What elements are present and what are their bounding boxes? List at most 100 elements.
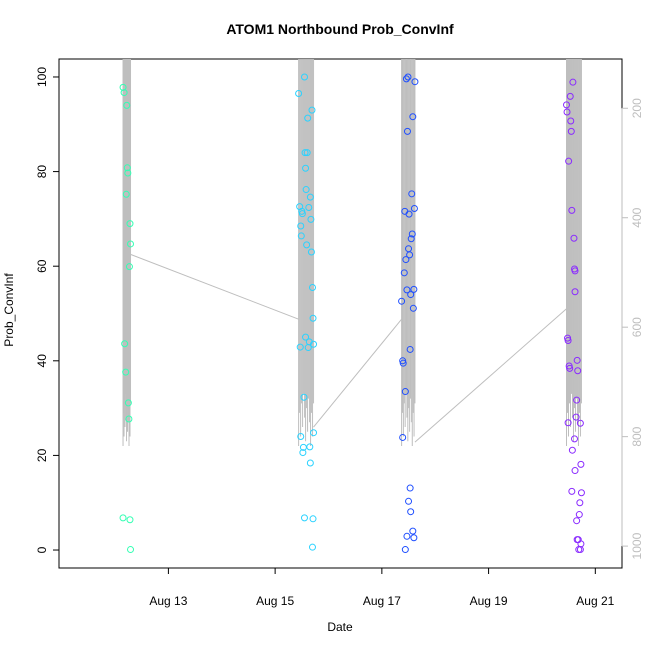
data-point [125,415,133,423]
data-point [119,83,127,91]
data-point [568,446,576,454]
data-point [298,210,306,218]
data-point [405,497,413,505]
grey-line-layer [122,59,582,446]
data-point [299,449,307,457]
data-point [410,204,418,212]
data-point [297,232,305,240]
y-tick-label: 0 [35,546,49,553]
data-point [120,89,128,97]
data-point [410,285,418,293]
data-point [300,393,308,401]
trace-link-line [414,308,567,443]
data-point [407,508,415,516]
data-point [296,343,304,351]
right-tick-label: 800 [630,426,644,446]
y-tick-label: 100 [35,67,49,87]
data-point [576,419,584,427]
data-point [310,340,318,348]
data-point [404,73,412,81]
x-tick-label: Aug 19 [470,594,508,608]
data-point [400,269,408,277]
data-point [570,234,578,242]
data-point [122,368,130,376]
data-point [127,240,135,248]
y-axis: 0 20 40 60 80 100 [35,67,60,553]
data-point [399,433,407,441]
data-point [399,359,407,367]
data-point [567,127,575,135]
data-point [308,106,316,114]
data-point [573,517,581,525]
data-point [572,413,580,421]
data-point [297,432,305,440]
data-point [571,467,579,475]
data-point [577,540,585,548]
x-axis: Aug 13 Aug 15 Aug 17 Aug 19 Aug 21 [149,567,615,608]
data-point [565,157,573,165]
data-point [571,267,579,275]
data-point [302,164,310,172]
data-point [409,113,417,121]
data-point [411,78,419,86]
data-point [566,92,574,100]
data-point [573,396,581,404]
data-point [403,532,411,540]
data-point [563,101,571,109]
data-point [568,206,576,214]
y-tick-label: 40 [35,354,49,368]
data-point [305,204,313,212]
data-point [295,90,303,98]
data-point [402,256,410,264]
data-point [124,399,132,407]
data-point [405,210,413,218]
data-point [308,543,316,551]
x-tick-label: Aug 15 [256,594,294,608]
data-point [567,117,575,125]
data-point [123,164,131,172]
data-point [564,336,572,344]
data-point [303,149,311,157]
data-point [124,169,132,177]
data-point [119,514,127,522]
data-point [309,515,317,523]
data-point [121,340,129,348]
data-point [402,75,410,83]
data-point [401,546,409,554]
data-point [300,73,308,81]
right-tick-label: 400 [630,207,644,227]
data-point [126,516,134,524]
data-point [577,489,585,497]
data-point [403,286,411,294]
data-point [564,419,572,427]
data-point [575,511,583,519]
data-point [568,487,576,495]
data-point [127,546,135,554]
x-tick-label: Aug 13 [149,594,187,608]
data-point [566,364,574,372]
data-point [576,499,584,507]
data-point [409,304,417,312]
x-tick-label: Aug 17 [363,594,401,608]
data-point [308,283,316,291]
data-point [307,248,315,256]
trace-link-line [313,318,402,428]
data-point [573,356,581,364]
x-tick-label: Aug 21 [576,594,614,608]
trace-link-line [130,253,299,320]
data-point [406,484,414,492]
data-point [410,534,418,542]
data-point [407,291,415,299]
plot-frame [58,58,623,569]
y-tick-label: 20 [35,448,49,462]
data-point [306,443,314,451]
data-point [302,186,310,194]
data-point [122,190,130,198]
right-tick-label: 1000 [630,532,644,559]
data-point [569,78,577,86]
scatter-points [119,73,585,554]
data-point [297,222,305,230]
data-point [406,345,414,353]
data-point [577,460,585,468]
